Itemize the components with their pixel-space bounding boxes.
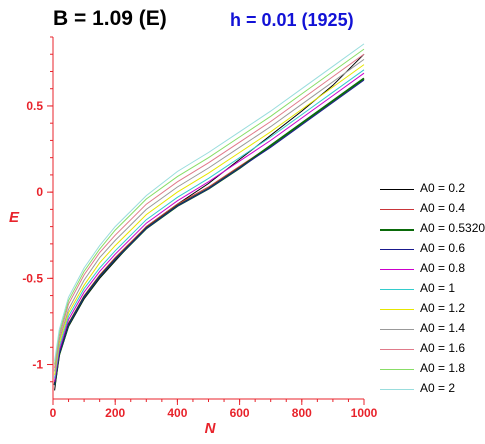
legend-label: A0 = 0.2 [420,181,466,195]
legend-swatch [380,269,414,270]
legend-swatch [380,249,414,250]
x-tick-label: 1000 [351,406,378,420]
legend-item-6: A0 = 1.2 [380,300,485,320]
y-tick-label: 0.5 [26,99,43,113]
y-tick-label: -0.5 [22,271,43,285]
x-axis-label: N [205,420,217,437]
legend-label: A0 = 1.2 [420,301,466,315]
legend-item-9: A0 = 1.8 [380,360,485,380]
legend-label: A0 = 0.8 [420,261,466,275]
legend-item-5: A0 = 1 [380,280,485,300]
legend-item-2: A0 = 0.5320 [380,220,485,240]
x-tick-label: 0 [50,406,57,420]
legend-item-0: A0 = 0.2 [380,180,485,200]
legend-item-4: A0 = 0.8 [380,260,485,280]
legend-label: A0 = 1.8 [420,361,466,375]
chart-legend: A0 = 0.2 A0 = 0.4 A0 = 0.5320 A0 = 0.6 A0 = … [380,180,485,400]
series-line-1 [54,77,365,382]
y-axis-label: E [9,209,20,226]
series-line-4 [54,72,365,382]
legend-item-1: A0 = 0.4 [380,200,485,220]
legend-swatch [380,309,414,310]
x-tick-label: 200 [105,406,125,420]
chart-subtitle: h = 0.01 (1925) [230,10,354,30]
legend-label: A0 = 0.4 [420,201,466,215]
series-line-10 [54,43,365,362]
series-line-5 [54,69,365,379]
legend-item-7: A0 = 1.4 [380,320,485,340]
series-line-3 [54,79,365,386]
legend-swatch [380,349,414,350]
legend-swatch [380,369,414,370]
legend-label: A0 = 1.4 [420,321,466,335]
legend-label: A0 = 2 [420,381,456,395]
legend-swatch [380,189,414,190]
x-tick-label: 400 [167,406,187,420]
legend-label: A0 = 1 [420,281,456,295]
legend-item-8: A0 = 1.6 [380,340,485,360]
legend-label: A0 = 0.5320 [420,221,485,235]
series-line-7 [54,58,365,372]
chart-title: B = 1.09 (E) [53,7,167,30]
legend-swatch [380,289,414,290]
legend-swatch [380,389,414,390]
legend-label: A0 = 1.6 [420,341,466,355]
legend-swatch [380,229,414,231]
series-line-6 [54,64,365,375]
series-line-2 [53,77,365,386]
series-line-9 [54,48,365,365]
legend-swatch [380,329,414,330]
series-line-0 [54,53,365,391]
series-line-8 [54,53,365,369]
legend-swatch [380,209,414,210]
legend-item-3: A0 = 0.6 [380,240,485,260]
legend-item-10: A0 = 2 [380,380,485,400]
y-tick-label: 0 [36,185,43,199]
y-tick-label: -1 [32,358,43,372]
x-tick-label: 800 [292,406,312,420]
x-tick-label: 600 [230,406,250,420]
legend-label: A0 = 0.6 [420,241,466,255]
